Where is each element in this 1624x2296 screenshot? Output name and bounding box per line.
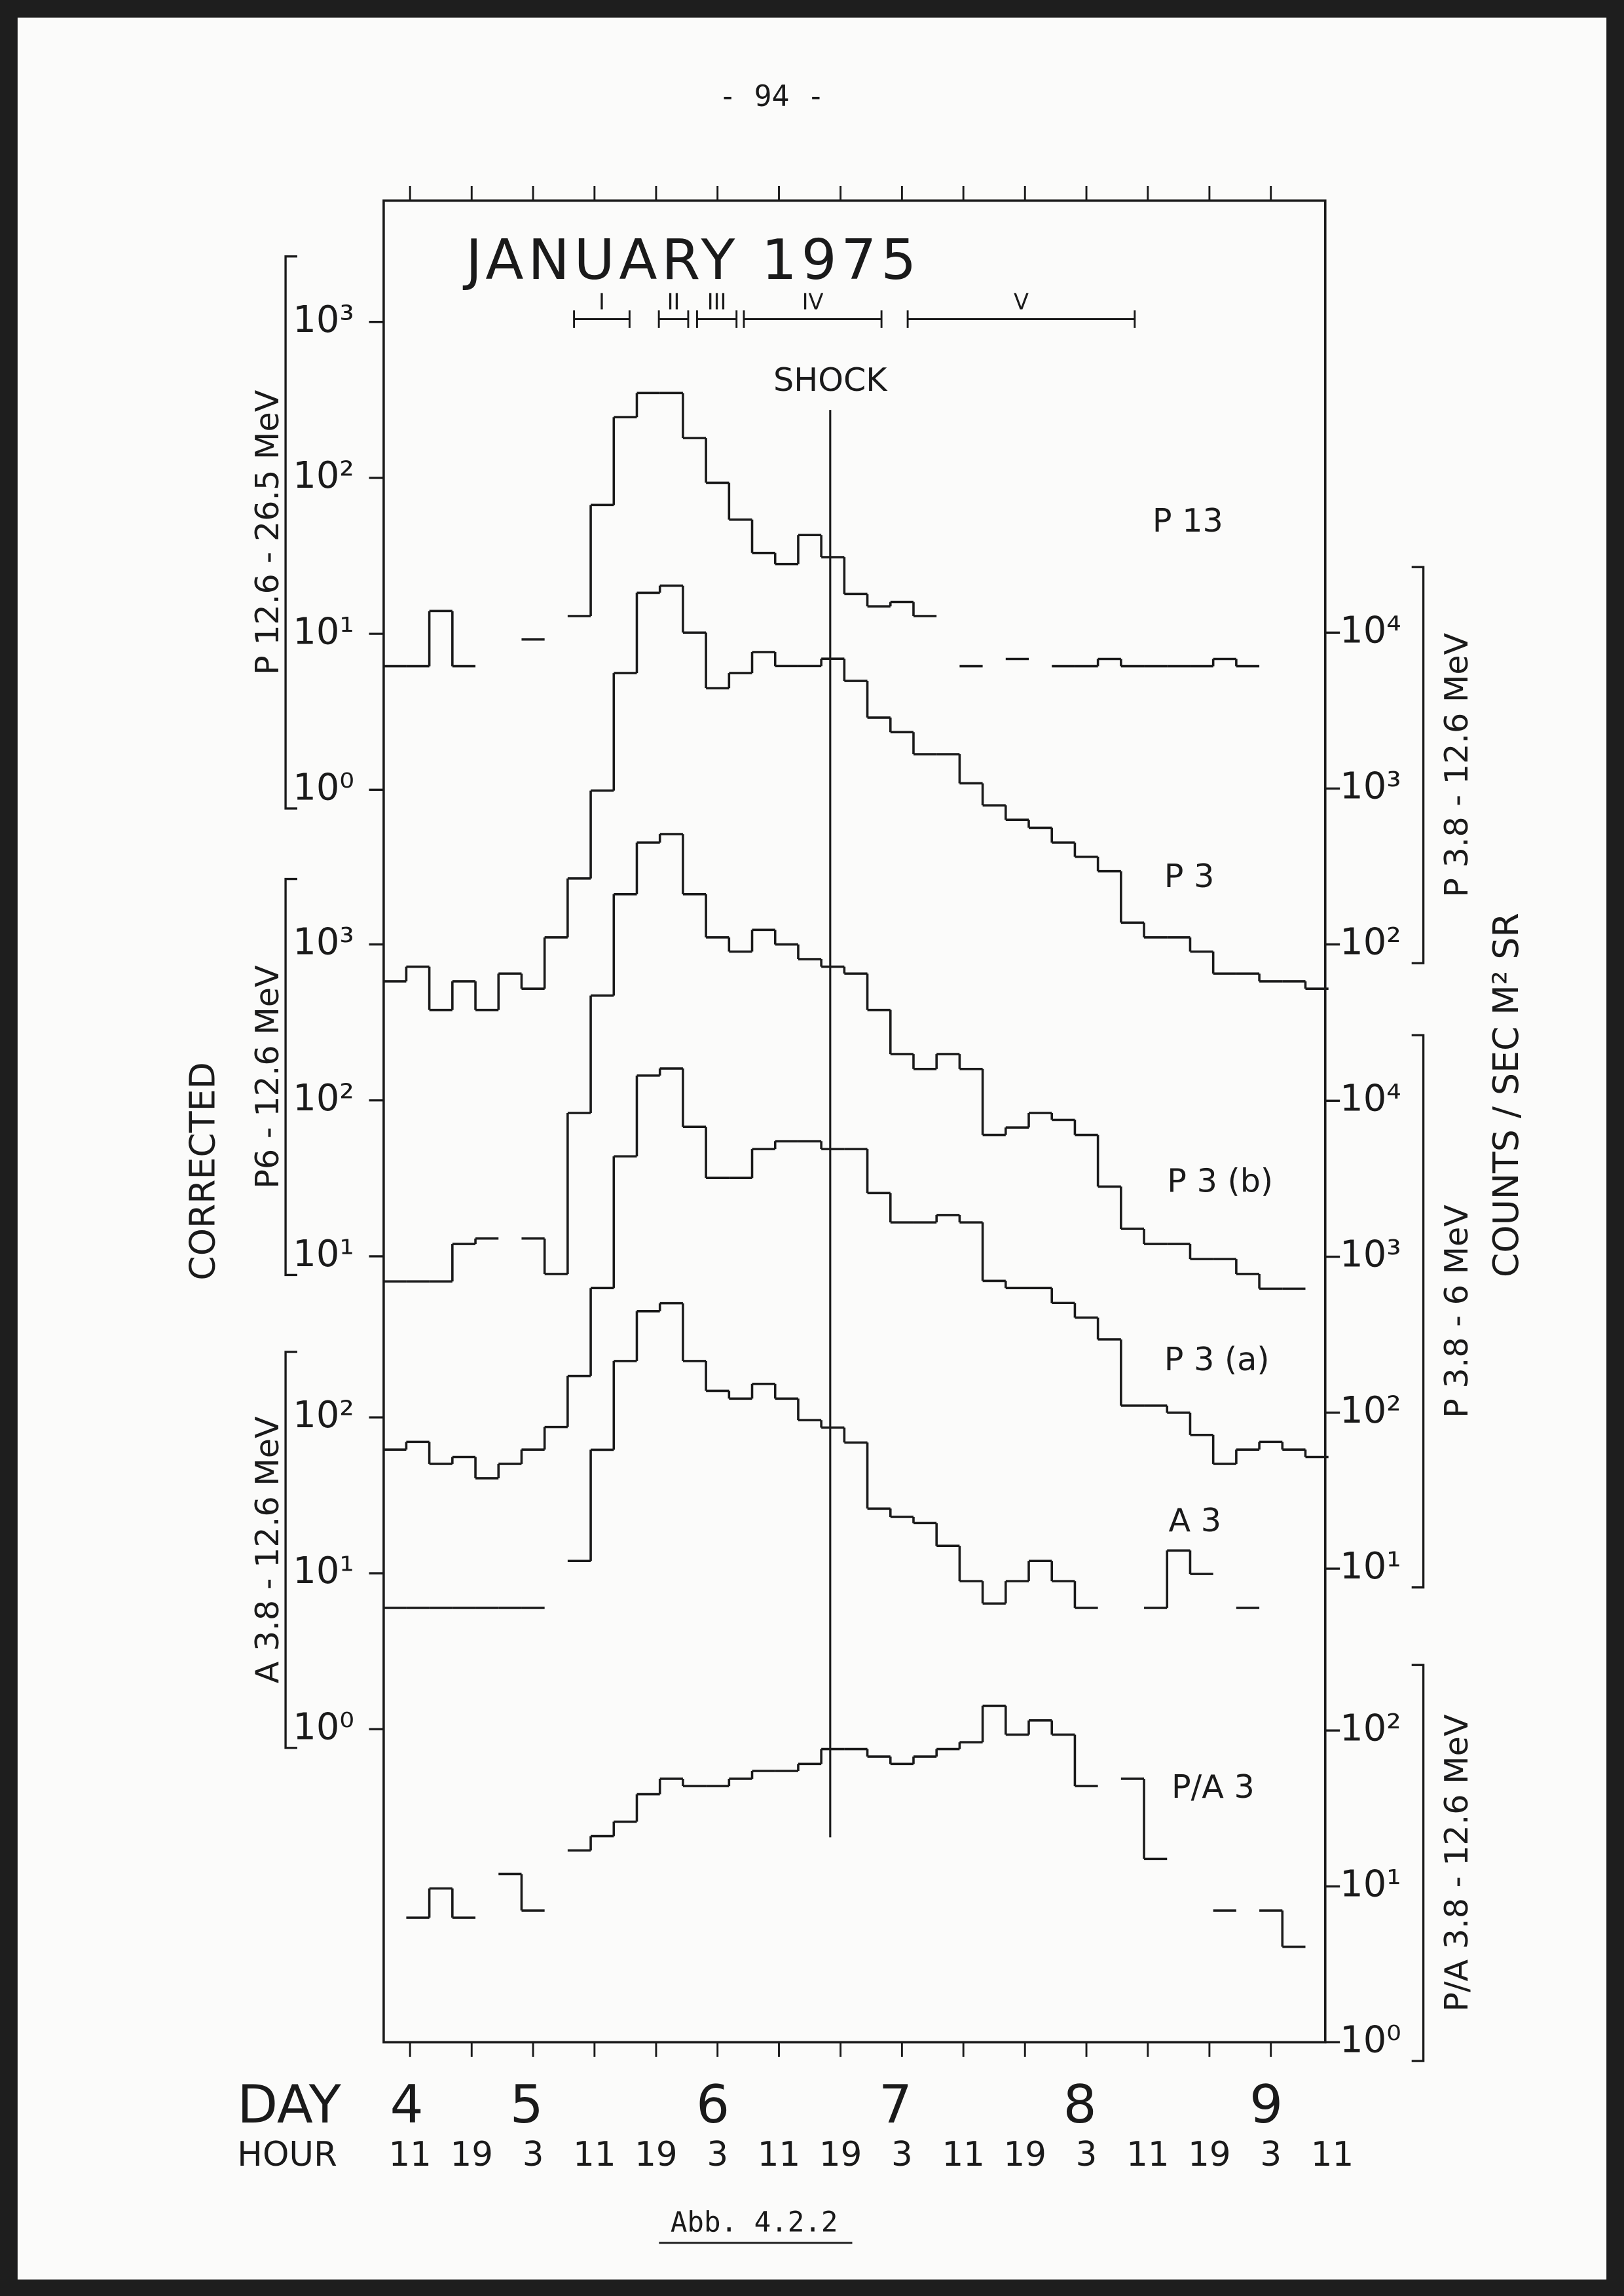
day-label: 6	[696, 2073, 729, 2135]
y-tick-label: 10⁰	[293, 766, 354, 809]
hour-label: 3	[707, 2135, 728, 2174]
hour-label: 3	[523, 2135, 544, 2174]
y-tick-label: 10⁴	[1340, 1077, 1401, 1120]
y-tick-label: 10⁰	[1340, 2019, 1401, 2062]
y-tick-label: 10¹	[1340, 1863, 1401, 1905]
chart-title: JANUARY 1975	[462, 228, 921, 293]
axis-bracket	[284, 1351, 297, 1749]
day-label: 9	[1249, 2073, 1283, 2135]
day-label: 5	[510, 2073, 544, 2135]
x-axis-sublabel: HOUR	[237, 2135, 337, 2174]
interval-label: IV	[802, 289, 824, 314]
y-tick-label: 10²	[1340, 921, 1401, 964]
interval-label: V	[1014, 289, 1029, 314]
y-axis-label: P 3.8 - 12.6 MeV	[1437, 632, 1475, 897]
series-label: P 3	[1164, 857, 1215, 895]
series-label: P 13	[1153, 501, 1223, 539]
shock-label: SHOCK	[773, 361, 888, 399]
series-label: P 3 (a)	[1164, 1340, 1270, 1378]
axis-bracket	[284, 877, 297, 1277]
interval-bracket	[743, 310, 883, 328]
y-tick-label: 10³	[1340, 765, 1401, 808]
y-axis-label: P 3.8 - 6 MeV	[1437, 1205, 1475, 1418]
interval-bracket	[906, 310, 1136, 328]
y-tick-label: 10⁴	[1340, 609, 1401, 651]
hour-label: 11	[573, 2135, 616, 2174]
hour-label: 19	[451, 2135, 493, 2174]
hour-label: 19	[635, 2135, 677, 2174]
hour-label: 3	[1260, 2135, 1282, 2174]
y-tick-label: 10²	[293, 1394, 354, 1436]
plot-frame	[382, 199, 1327, 2044]
hour-label: 3	[891, 2135, 913, 2174]
series-label: P 3 (b)	[1167, 1161, 1273, 1199]
interval-label: II	[667, 289, 680, 314]
hour-label: 11	[758, 2135, 800, 2174]
y-tick-label: 10¹	[1340, 1545, 1401, 1588]
y-axis-label: P/A 3.8 - 12.6 MeV	[1437, 1714, 1475, 2012]
hour-label: 11	[388, 2135, 431, 2174]
interval-label: I	[599, 289, 605, 314]
hour-label: 19	[1188, 2135, 1230, 2174]
y-tick-label: 10¹	[293, 610, 354, 653]
y-tick-label: 10¹	[293, 1233, 354, 1275]
side-label: CORRECTED	[182, 1062, 223, 1281]
y-tick-label: 10⁰	[293, 1705, 354, 1748]
hour-label: 11	[942, 2135, 984, 2174]
axis-bracket	[284, 255, 297, 810]
y-tick-label: 10²	[1340, 1707, 1401, 1749]
hour-label: 19	[819, 2135, 862, 2174]
page-number: - 94 -	[719, 79, 825, 113]
y-tick-label: 10²	[1340, 1389, 1401, 1432]
interval-bracket	[695, 310, 738, 328]
paper	[17, 17, 1607, 2280]
x-axis-label: DAY	[237, 2073, 341, 2135]
interval-bracket	[657, 310, 690, 328]
day-label: 4	[390, 2073, 424, 2135]
y-tick-label: 10²	[293, 1077, 354, 1120]
y-tick-label: 10²	[293, 454, 354, 497]
y-tick-label: 10³	[1340, 1233, 1401, 1276]
series-label: A 3	[1169, 1501, 1222, 1539]
hour-label: 11	[1126, 2135, 1169, 2174]
axis-bracket	[1411, 1034, 1425, 1589]
y-axis-label: P 12.6 - 26.5 MeV	[248, 390, 286, 675]
axis-bracket	[1411, 566, 1425, 964]
hour-label: 19	[1004, 2135, 1046, 2174]
interval-label: III	[707, 289, 727, 314]
y-tick-label: 10³	[293, 921, 354, 964]
series-label: P/A 3	[1172, 1768, 1255, 1806]
day-label: 8	[1063, 2073, 1097, 2135]
y-axis-label: P6 - 12.6 MeV	[248, 965, 286, 1189]
interval-bracket	[573, 310, 631, 328]
y-tick-label: 10¹	[293, 1550, 354, 1592]
y-tick-label: 10³	[293, 299, 354, 341]
day-label: 7	[879, 2073, 912, 2135]
side-label-right: COUNTS / SEC M² SR	[1485, 913, 1526, 1277]
hour-label: 11	[1311, 2135, 1354, 2174]
y-axis-label: A 3.8 - 12.6 MeV	[248, 1416, 286, 1683]
caption: Abb. 4.2.2	[671, 2206, 838, 2238]
hour-label: 3	[1076, 2135, 1098, 2174]
axis-bracket	[1411, 1664, 1425, 2062]
